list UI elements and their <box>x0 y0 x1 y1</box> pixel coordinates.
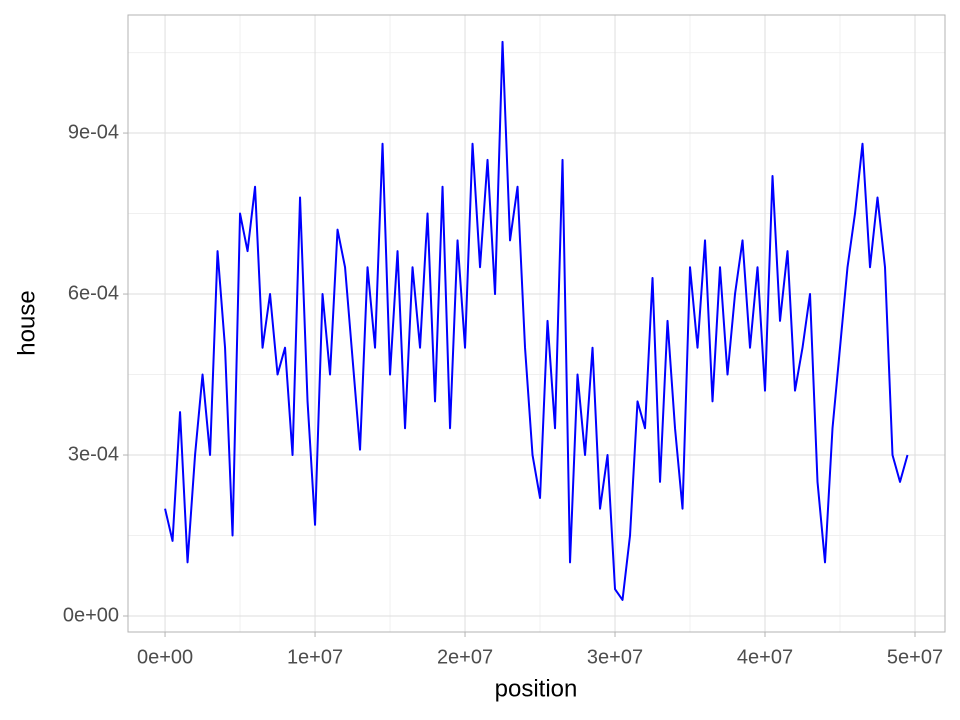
panel-border <box>127 14 946 633</box>
x-tick-label: 5e+07 <box>887 646 943 668</box>
y-tick-label: 3e-04 <box>68 443 119 465</box>
x-tick-label: 3e+07 <box>587 646 643 668</box>
x-tick-label: 0e+00 <box>137 646 193 668</box>
y-axis-title: house <box>13 290 40 355</box>
x-axis-title: position <box>495 675 578 702</box>
x-tick-label: 1e+07 <box>287 646 343 668</box>
data-line <box>164 40 909 601</box>
y-tick-label: 0e+00 <box>63 604 119 626</box>
y-tick-label: 6e-04 <box>68 282 119 304</box>
x-tick-label: 4e+07 <box>737 646 793 668</box>
x-tick-label: 2e+07 <box>437 646 493 668</box>
y-tick-label: 9e-04 <box>68 121 119 143</box>
